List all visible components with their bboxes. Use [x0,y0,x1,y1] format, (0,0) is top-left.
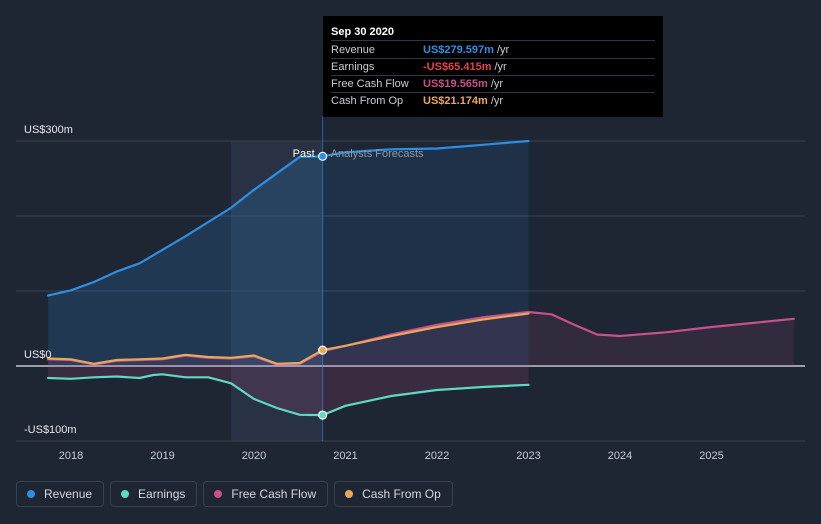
x-tick-label: 2023 [516,450,540,462]
chart-legend: Revenue Earnings Free Cash Flow Cash Fro… [16,481,453,507]
legend-item-cash-from-op[interactable]: Cash From Op [334,481,453,507]
tooltip-row-free-cash-flow: Free Cash Flow US$19.565m /yr [331,76,655,93]
data-point-cash-from-op [318,345,328,355]
tooltip-label: Revenue [331,44,376,56]
legend-label: Cash From Op [362,487,441,501]
series-line-earnings [47,373,530,417]
tooltip-row-cash-from-op: Cash From Op US$21.174m /yr [331,93,655,109]
series-line-revenue [47,139,530,297]
legend-dot [27,490,35,498]
tooltip-unit: /yr [490,78,504,90]
tooltip-unit: /yr [496,44,510,56]
x-tick-label: 2021 [333,450,357,462]
tooltip-date: Sep 30 2020 [331,24,655,41]
legend-item-earnings[interactable]: Earnings [110,481,198,507]
tooltip-label: Free Cash Flow [331,78,409,90]
x-tick-label: 2019 [150,450,174,462]
tooltip-row-revenue: Revenue US$279.597m /yr [331,42,655,59]
x-tick-label: 2025 [699,450,723,462]
tooltip-unit: /yr [494,61,507,73]
earnings-area [48,366,529,416]
series-line-cash-from-op [47,312,530,365]
revenue-area-past [48,156,323,366]
legend-item-free-cash-flow[interactable]: Free Cash Flow [203,481,329,507]
x-tick-label: 2022 [425,450,449,462]
y-tick-label: -US$100m [24,424,77,436]
tooltip-row-earnings: Earnings -US$65.415m /yr [331,59,655,76]
revenue-area-forecast [322,141,529,366]
tooltip-value: US$21.174m [423,95,488,107]
chart-area: US$300m US$0 -US$100m 2018 2019 2020 2021 2022 2… [16,116,805,462]
tooltip-label: Cash From Op [331,95,404,107]
x-tick-label: 2018 [59,450,83,462]
tooltip-unit: /yr [490,95,504,107]
free-cash-flow-area [48,312,794,366]
tooltip-value: -US$65.415m [423,61,492,73]
data-point-earnings [318,410,328,420]
forecast-label: Analysts Forecasts [331,148,424,160]
tooltip-value: US$279.597m [423,44,494,56]
y-tick-label: US$300m [24,124,73,136]
legend-item-revenue[interactable]: Revenue [16,481,105,507]
data-point-revenue [318,151,328,161]
legend-label: Free Cash Flow [231,487,317,501]
past-label: Past [293,148,315,160]
x-tick-label: 2024 [608,450,632,462]
legend-dot [121,490,130,498]
tooltip-value: US$19.565m [423,78,488,90]
legend-label: Earnings [138,487,186,501]
legend-dot [214,490,223,498]
legend-dot [345,490,354,498]
tooltip-label: Earnings [331,61,375,73]
hover-tooltip: Sep 30 2020 Revenue US$279.597m /yr Earn… [323,16,663,117]
x-tick-label: 2020 [242,450,266,462]
y-tick-label: US$0 [24,349,52,361]
legend-label: Revenue [44,487,93,501]
